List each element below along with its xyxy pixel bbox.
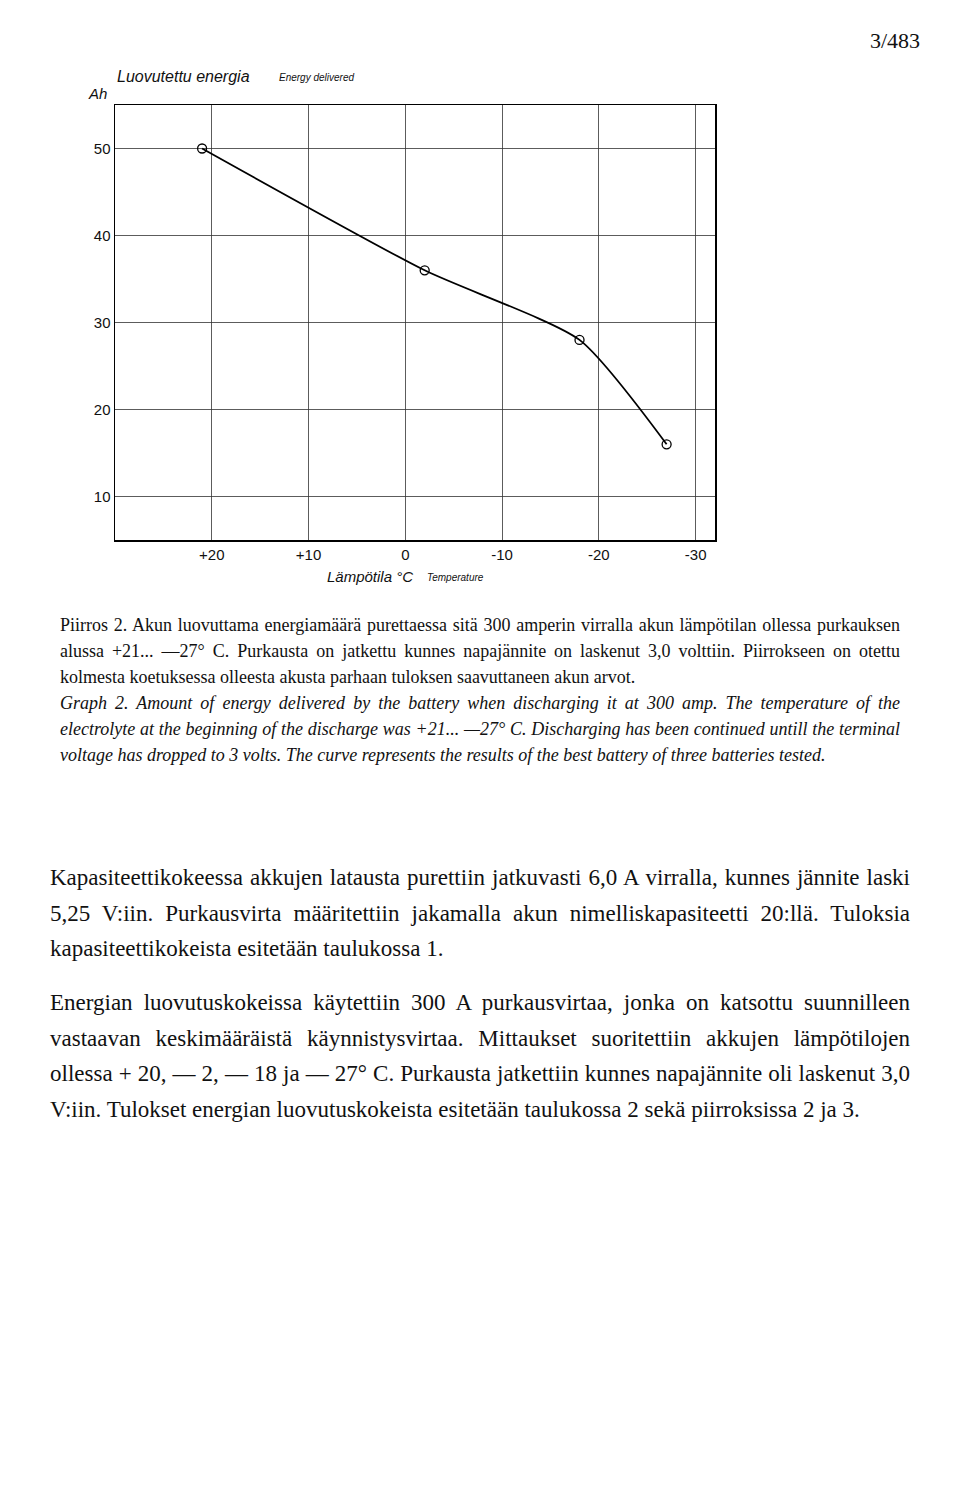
html-text:Kapasiteettikokeessa akkujen l: Kapasiteettikokeessa akkujen latausta pu… <box>50 865 910 962</box>
svg-text:0: 0 <box>401 546 409 563</box>
svg-text:Energy delivered: Energy delivered <box>279 72 354 83</box>
html-text:Graph 2. Amount of energy deli: Graph 2. Amount of energy delivered by t… <box>60 693 900 766</box>
svg-text:30: 30 <box>94 314 111 331</box>
svg-text:-20: -20 <box>588 546 610 563</box>
html-text:Energian luovutuskokeissa käyt: Energian luovutuskokeissa käytettiin 300… <box>50 989 910 1122</box>
svg-text:+10: +10 <box>296 546 321 563</box>
svg-text:-10: -10 <box>491 546 513 563</box>
html-text:3/483: 3/483 <box>869 28 920 53</box>
svg-text:Luovutettu energia: Luovutettu energia <box>117 68 250 85</box>
svg-text:20: 20 <box>94 401 111 418</box>
html-text:Piirros 2. Akun luovuttama ene: Piirros 2. Akun luovuttama energiamäärä … <box>60 615 900 688</box>
svg-text:Lämpötila °C: Lämpötila °C <box>327 568 413 585</box>
svg-text:-30: -30 <box>685 546 707 563</box>
svg-text:10: 10 <box>94 488 111 505</box>
svg-text:40: 40 <box>94 227 111 244</box>
svg-text:Ah: Ah <box>88 85 107 102</box>
svg-text:Temperature: Temperature <box>427 572 484 583</box>
svg-text:+20: +20 <box>199 546 224 563</box>
svg-text:50: 50 <box>94 140 111 157</box>
